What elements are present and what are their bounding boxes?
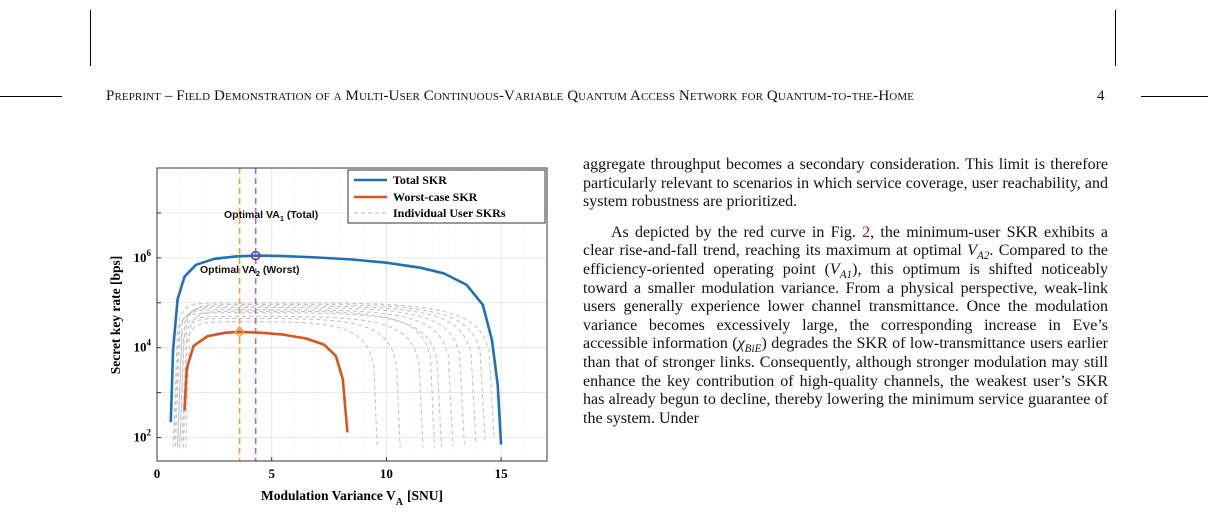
individual-user-curve (181, 303, 486, 442)
individual-user-curve (179, 317, 401, 448)
individual-user-curve (182, 321, 378, 448)
total-skr-line (169, 254, 503, 445)
figure: 0 5 10 15 102 104 106 Optimal VA1 (Total) Opti… (100, 160, 570, 525)
individual-user-curve (172, 312, 443, 448)
crop-mark-right (1115, 10, 1116, 66)
y-axis-label: Secret key rate [bps] (108, 256, 123, 375)
main-series (169, 254, 503, 445)
individual-curves (172, 302, 495, 448)
crop-mark-left (90, 10, 91, 66)
optimal-markers (234, 250, 261, 339)
running-header: Preprint – Field Demonstration of a Mult… (106, 88, 915, 104)
optimal-worst-marker (234, 325, 245, 339)
page-number: 4 (1097, 88, 1105, 104)
x-axis-label: Modulation Variance VA [SNU] (261, 488, 443, 508)
plot-frame (156, 167, 548, 462)
x-tick-label: 0 (154, 466, 161, 481)
skr-chart: 0 5 10 15 102 104 106 Optimal VA1 (Total) Opti… (108, 167, 548, 508)
axis-ticks: 0 5 10 15 102 104 106 (134, 167, 509, 481)
legend-label-individual: Individual User SKRs (393, 206, 506, 220)
worst-case-skr-line (183, 330, 349, 433)
header-rule-right (1141, 96, 1208, 97)
header-rule-left (0, 96, 62, 97)
x-tick-label: 15 (495, 466, 509, 481)
paragraph-1: aggregate throughput becomes a secondary… (583, 156, 1108, 211)
individual-user-curve (185, 310, 436, 448)
body-text-column: aggregate throughput becomes a secondary… (583, 156, 1108, 428)
legend: Total SKR Worst-case SKR Individual User… (347, 169, 546, 224)
legend-label-worst: Worst-case SKR (393, 190, 478, 204)
y-tick-label: 102 (134, 428, 152, 445)
x-tick-label: 5 (268, 466, 275, 481)
individual-user-curve (174, 309, 454, 447)
legend-label-total: Total SKR (393, 173, 447, 187)
individual-user-curve (173, 302, 495, 440)
figure-reference-link[interactable]: 2 (862, 223, 871, 241)
individual-user-curve (177, 307, 465, 445)
annotation-optimal-total: Optimal VA1 (Total) (224, 209, 318, 223)
individual-user-curve (177, 315, 424, 448)
annotation-optimal-worst: Optimal VA2 (Worst) (200, 264, 299, 278)
paragraph-2: As depicted by the red curve in Fig. 2, … (583, 223, 1109, 427)
x-tick-label: 10 (380, 466, 393, 481)
y-tick-label: 106 (134, 248, 152, 265)
optimal-lines (238, 168, 257, 461)
optimal-total-marker (250, 250, 261, 261)
y-tick-label: 104 (134, 338, 152, 355)
